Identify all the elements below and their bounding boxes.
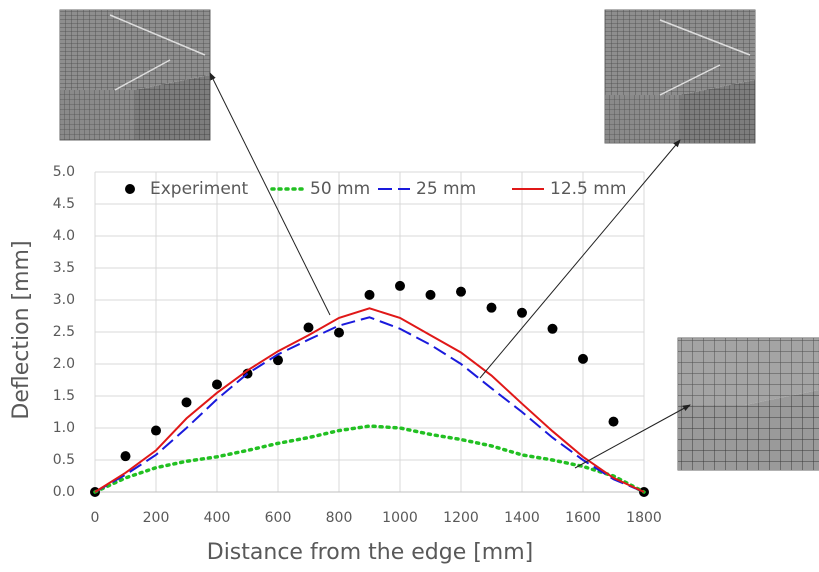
data-point bbox=[456, 287, 466, 297]
x-tick-label: 1200 bbox=[443, 510, 479, 526]
plot-area: 0.0 0.5 1.0 1.5 2.0 2.5 3.0 3.5 4.0 4.5 5.0 0 200 400… bbox=[53, 164, 662, 526]
mesh-front bbox=[605, 95, 680, 143]
data-point bbox=[182, 397, 192, 407]
x-tick-label: 0 bbox=[91, 510, 100, 526]
data-point bbox=[334, 328, 344, 338]
x-tick-label: 1600 bbox=[565, 510, 601, 526]
x-tick-label: 400 bbox=[204, 510, 231, 526]
legend-label: 25 mm bbox=[416, 179, 476, 199]
y-tick-label: 3.0 bbox=[53, 292, 75, 308]
mesh-top bbox=[60, 10, 210, 90]
x-tick-label: 1400 bbox=[504, 510, 540, 526]
y-tick-label: 1.0 bbox=[53, 420, 75, 436]
data-point bbox=[395, 281, 405, 291]
arrow bbox=[480, 140, 680, 378]
mesh-insets bbox=[60, 10, 819, 470]
y-tick-label: 0.5 bbox=[53, 452, 75, 468]
data-point bbox=[151, 426, 161, 436]
series-line bbox=[95, 317, 644, 492]
x-tick-label: 600 bbox=[265, 510, 292, 526]
legend-marker bbox=[125, 184, 135, 194]
y-tick-label: 4.5 bbox=[53, 196, 75, 212]
x-tick-label: 1800 bbox=[626, 510, 662, 526]
data-point bbox=[517, 308, 527, 318]
data-point bbox=[487, 303, 497, 313]
x-tick-label: 1000 bbox=[382, 510, 418, 526]
y-tick-label: 5.0 bbox=[53, 164, 75, 180]
data-point bbox=[609, 417, 619, 427]
data-point bbox=[304, 323, 314, 333]
arrow bbox=[575, 405, 690, 468]
mesh-top bbox=[605, 10, 755, 95]
mesh-front bbox=[678, 405, 745, 470]
x-tick-label: 800 bbox=[326, 510, 353, 526]
x-tick-label: 200 bbox=[143, 510, 170, 526]
data-point bbox=[426, 290, 436, 300]
data-point bbox=[365, 290, 375, 300]
series-line bbox=[95, 308, 644, 492]
data-point bbox=[212, 379, 222, 389]
y-tick-label: 2.5 bbox=[53, 324, 75, 340]
y-tick-label: 0.0 bbox=[53, 484, 75, 500]
y-tick-label: 2.0 bbox=[53, 356, 75, 372]
x-axis-title: Distance from the edge [mm] bbox=[207, 540, 534, 565]
data-point bbox=[548, 324, 558, 334]
legend-label: Experiment bbox=[150, 179, 249, 199]
data-point bbox=[578, 354, 588, 364]
legend-label: 50 mm bbox=[310, 179, 370, 199]
chart: 0.0 0.5 1.0 1.5 2.0 2.5 3.0 3.5 4.0 4.5 5.0 0 200 400… bbox=[0, 0, 819, 572]
y-tick-label: 3.5 bbox=[53, 260, 75, 276]
series-line bbox=[95, 426, 644, 492]
data-point bbox=[121, 451, 131, 461]
y-tick-label: 1.5 bbox=[53, 388, 75, 404]
y-tick-label: 4.0 bbox=[53, 228, 75, 244]
mesh-front bbox=[60, 90, 135, 140]
legend-label: 12.5 mm bbox=[550, 179, 626, 199]
y-axis-title: Deflection [mm] bbox=[9, 240, 34, 419]
